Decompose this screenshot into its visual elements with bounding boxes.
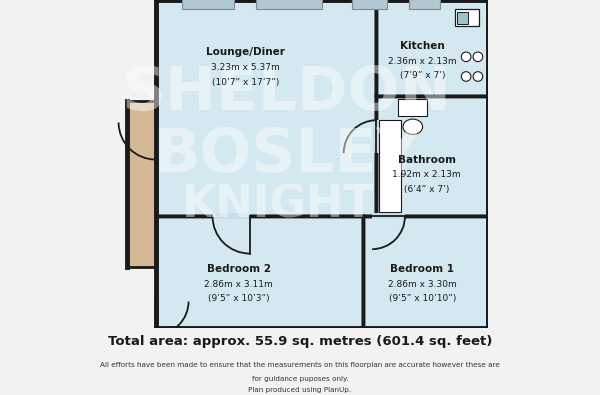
- Bar: [379, 120, 401, 212]
- Text: Total area: approx. 55.9 sq. metres (601.4 sq. feet): Total area: approx. 55.9 sq. metres (601…: [108, 335, 492, 348]
- Text: SHELDON: SHELDON: [122, 64, 452, 124]
- Bar: [127, 101, 156, 267]
- Bar: [156, 216, 364, 328]
- Text: Bathroom: Bathroom: [398, 154, 456, 165]
- Bar: [373, 120, 380, 153]
- Text: KNIGHT: KNIGHT: [182, 184, 374, 227]
- Text: (9’5” x 10’10”): (9’5” x 10’10”): [389, 294, 456, 303]
- Bar: [457, 12, 468, 24]
- Bar: [156, 0, 376, 216]
- Bar: [409, 0, 440, 9]
- Bar: [212, 213, 250, 220]
- Bar: [376, 0, 488, 96]
- Text: 2.86m x 3.11m: 2.86m x 3.11m: [205, 280, 273, 289]
- Text: 2.36m x 2.13m: 2.36m x 2.13m: [388, 57, 457, 66]
- Text: (10’7” x 17’7”): (10’7” x 17’7”): [212, 78, 279, 87]
- Text: 2.86m x 3.30m: 2.86m x 3.30m: [388, 280, 457, 289]
- Bar: [154, 122, 159, 160]
- Bar: [372, 213, 405, 220]
- Text: 3.23m x 5.37m: 3.23m x 5.37m: [211, 63, 280, 72]
- Text: for guidance puposes only.: for guidance puposes only.: [252, 376, 348, 382]
- Text: Plan produced using PlanUp.: Plan produced using PlanUp.: [248, 387, 352, 393]
- Bar: [376, 96, 488, 216]
- Bar: [398, 99, 427, 116]
- Bar: [256, 0, 322, 9]
- Bar: [364, 216, 488, 328]
- Circle shape: [461, 52, 471, 62]
- Text: (9’5” x 10’3”): (9’5” x 10’3”): [208, 294, 269, 303]
- Bar: [455, 9, 479, 26]
- Text: Bedroom 1: Bedroom 1: [391, 264, 454, 274]
- Text: All efforts have been made to ensure that the measurements on this floorplan are: All efforts have been made to ensure tha…: [100, 362, 500, 368]
- Text: (6’4” x 7’): (6’4” x 7’): [404, 185, 449, 194]
- Circle shape: [473, 52, 483, 62]
- Bar: [352, 0, 388, 9]
- Ellipse shape: [403, 119, 422, 134]
- Text: 1.92m x 2.13m: 1.92m x 2.13m: [392, 170, 461, 179]
- Circle shape: [461, 71, 471, 81]
- Bar: [154, 269, 159, 302]
- Text: Bedroom 2: Bedroom 2: [207, 264, 271, 274]
- Text: Kitchen: Kitchen: [400, 41, 445, 51]
- Bar: [182, 0, 235, 9]
- Circle shape: [473, 71, 483, 81]
- Text: Lounge/Diner: Lounge/Diner: [206, 47, 285, 57]
- Text: BOSLEY: BOSLEY: [153, 126, 421, 185]
- Text: (7’9” x 7’): (7’9” x 7’): [400, 71, 445, 80]
